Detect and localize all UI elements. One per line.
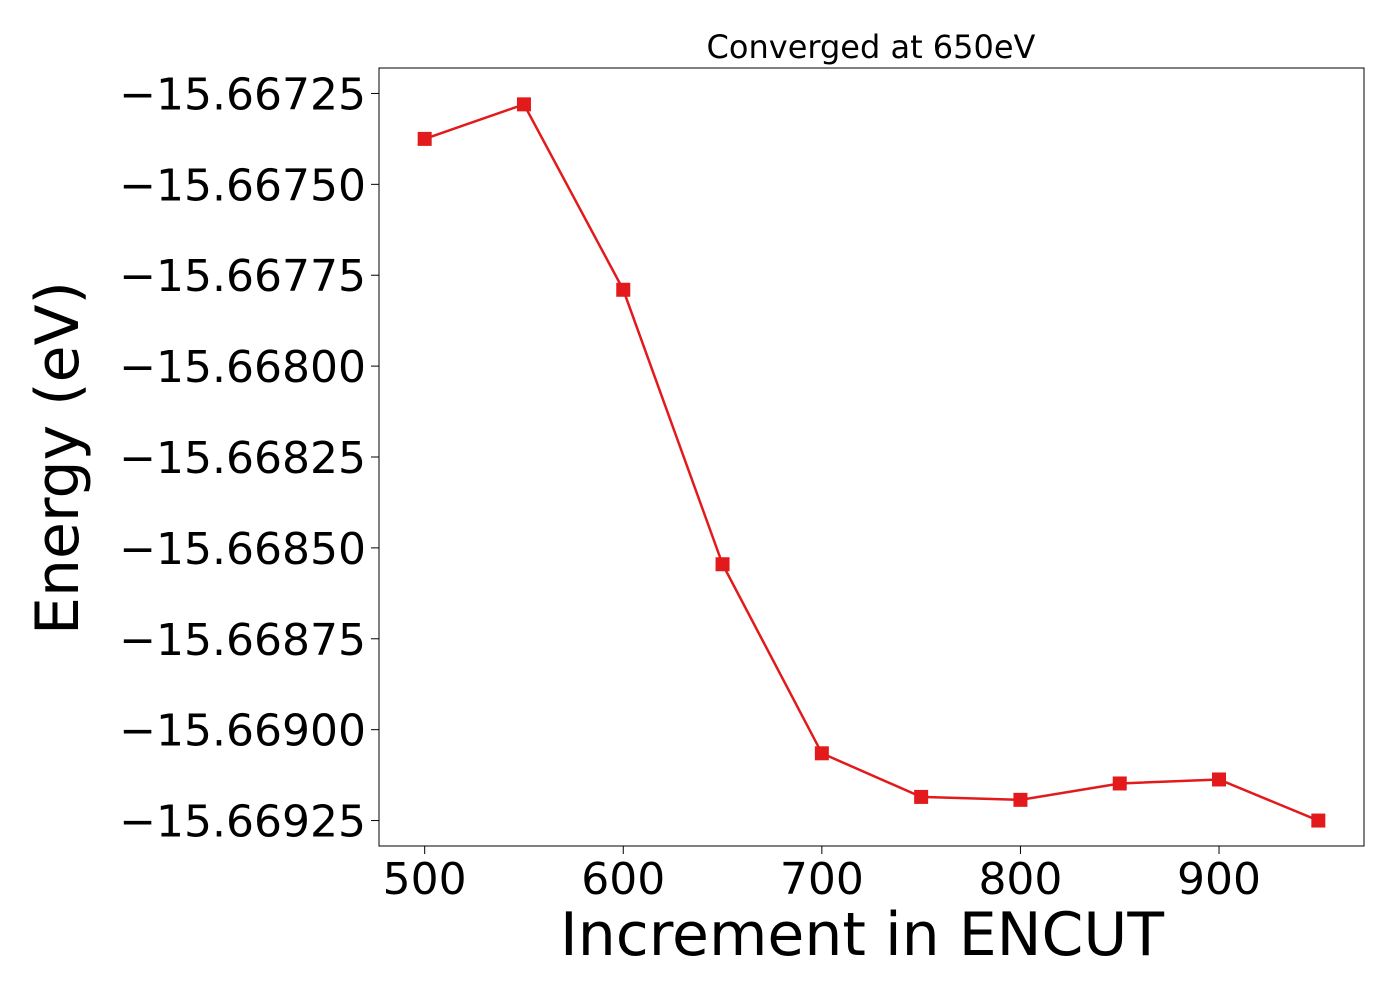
x-tick-label: 500 xyxy=(383,854,467,905)
y-tick-label: −15.66900 xyxy=(119,706,366,757)
y-tick-label: −15.66725 xyxy=(119,69,366,120)
data-point-marker xyxy=(715,557,730,572)
data-point-marker xyxy=(914,789,929,804)
y-axis-label: Energy (eV) xyxy=(23,281,93,635)
x-tick-label: 700 xyxy=(780,854,864,905)
data-point-marker xyxy=(1112,776,1127,791)
data-point-marker xyxy=(616,282,631,297)
y-tick-label: −15.66800 xyxy=(119,342,366,393)
series-layer xyxy=(417,97,1326,828)
x-tick-label: 900 xyxy=(1177,854,1261,905)
y-tick-label: −15.66825 xyxy=(119,433,366,484)
y-tick-label: −15.66875 xyxy=(119,615,366,666)
data-point-marker xyxy=(1013,792,1028,807)
data-point-marker xyxy=(1311,813,1326,828)
chart-title: Converged at 650eV xyxy=(707,28,1036,66)
x-tick-label: 800 xyxy=(978,854,1062,905)
data-point-marker xyxy=(1212,772,1227,787)
y-axis: −15.66725 −15.66750 −15.66775 −15.66800 −15.… xyxy=(119,69,379,848)
series-line xyxy=(424,102,1319,822)
y-tick-label: −15.66850 xyxy=(119,524,366,575)
x-tick-label: 600 xyxy=(581,854,665,905)
x-axis-label: Increment in ENCUT xyxy=(560,900,1164,970)
data-point-marker xyxy=(417,131,432,146)
data-point-marker xyxy=(814,746,829,761)
y-tick-label: −15.66750 xyxy=(119,160,366,211)
x-axis: 500 600 700 800 900 xyxy=(383,846,1261,905)
plot-area xyxy=(378,67,1365,847)
data-point-marker xyxy=(516,97,531,112)
y-tick-label: −15.66925 xyxy=(119,797,366,848)
y-tick-label: −15.66775 xyxy=(119,251,366,302)
